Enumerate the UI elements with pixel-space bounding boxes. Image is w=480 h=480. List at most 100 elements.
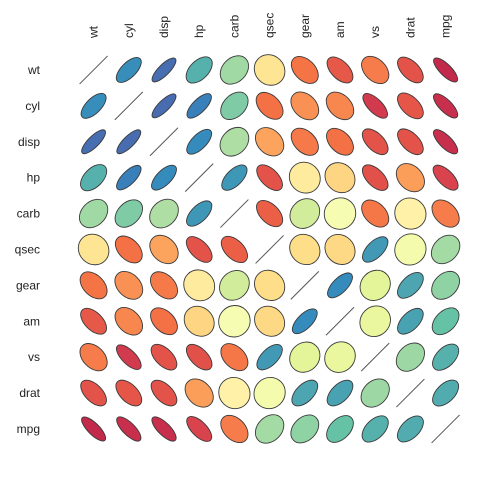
column-label-gear: gear (298, 14, 312, 38)
correlation-ellipse-vs-carb (220, 343, 249, 372)
correlation-ellipse-carb-drat (394, 197, 427, 230)
correlation-ellipse-disp-hp (186, 128, 213, 155)
correlation-ellipse-disp-qsec (254, 127, 285, 157)
row-label-am: am (23, 314, 40, 328)
correlation-ellipse-mpg-drat (396, 415, 424, 443)
correlation-ellipse-disp-vs (361, 128, 389, 156)
correlation-ellipse-drat-wt (80, 379, 107, 407)
correlation-ellipse-disp-wt (81, 129, 107, 155)
correlation-ellipse-hp-vs (361, 164, 389, 191)
correlation-ellipse-wt-vs (361, 55, 390, 85)
correlation-cells (77, 54, 461, 444)
correlation-ellipse-hp-carb (221, 164, 248, 191)
correlation-ellipse-wt-mpg (433, 57, 459, 83)
correlation-ellipse-mpg-qsec (254, 414, 285, 444)
correlation-ellipse-wt-carb (219, 55, 250, 85)
row-label-cyl: cyl (25, 99, 40, 113)
column-label-qsec: qsec (263, 13, 277, 38)
correlation-ellipse-carb-mpg (431, 199, 460, 228)
diagonal-line-cyl (114, 91, 144, 121)
diagonal-line-vs (360, 342, 390, 372)
correlation-ellipse-qsec-mpg (430, 234, 461, 265)
column-label-cyl: cyl (122, 23, 136, 38)
column-labels: wt cyl disp hp carb qsec gear am vs drat mpg (87, 13, 453, 39)
correlation-ellipse-disp-cyl (116, 129, 142, 155)
correlation-ellipse-wt-qsec (253, 54, 286, 86)
correlation-ellipse-vs-wt (79, 343, 108, 372)
correlation-ellipse-cyl-gear (290, 91, 320, 121)
correlation-ellipse-disp-am (326, 127, 354, 156)
correlation-ellipse-cyl-wt (80, 92, 107, 119)
column-label-disp: disp (157, 16, 171, 38)
correlation-ellipse-mpg-wt (81, 416, 107, 442)
correlation-ellipse-gear-drat (397, 272, 424, 299)
correlation-ellipse-carb-wt (78, 198, 109, 229)
correlation-ellipse-vs-drat (395, 342, 425, 372)
correlation-ellipse-carb-disp (149, 198, 179, 229)
correlation-ellipse-disp-drat (397, 128, 424, 156)
column-label-am: am (333, 21, 347, 38)
row-label-carb: carb (17, 207, 41, 221)
correlation-ellipse-hp-mpg (432, 164, 459, 191)
correlation-ellipse-qsec-hp (185, 236, 213, 263)
diagonal-line-hp (184, 163, 214, 193)
correlation-ellipse-drat-disp (150, 379, 178, 407)
correlation-ellipse-mpg-gear (290, 414, 320, 444)
correlation-ellipse-mpg-vs (361, 415, 389, 443)
correlation-ellipse-vs-gear (289, 341, 321, 373)
correlation-ellipse-mpg-cyl (116, 416, 142, 442)
row-label-vs: vs (28, 350, 40, 364)
correlation-ellipse-cyl-disp (151, 93, 177, 119)
column-label-vs: vs (368, 26, 382, 38)
correlation-ellipse-gear-vs (359, 269, 391, 301)
correlation-ellipse-gear-am (327, 272, 353, 299)
correlation-ellipse-vs-am (324, 341, 356, 373)
correlation-ellipse-am-cyl (114, 307, 144, 336)
correlation-ellipse-disp-gear (290, 127, 319, 156)
correlation-ellipse-drat-am (326, 379, 354, 407)
correlation-ellipse-disp-carb (219, 126, 250, 157)
correlation-ellipse-vs-qsec (256, 344, 283, 371)
row-label-gear: gear (16, 278, 40, 292)
correlation-ellipse-wt-am (326, 56, 354, 84)
correlation-ellipse-vs-hp (185, 343, 213, 371)
correlation-ellipse-wt-gear (290, 56, 319, 84)
correlation-ellipse-cyl-carb (220, 91, 249, 121)
correlation-ellipse-am-vs (359, 305, 391, 338)
correlation-ellipse-mpg-hp (186, 416, 213, 442)
correlation-ellipse-gear-disp (149, 271, 179, 300)
row-label-wt: wt (27, 63, 41, 77)
correlation-ellipse-cyl-qsec (255, 91, 284, 120)
diagonal-line-am (325, 306, 355, 336)
correlation-ellipse-qsec-wt (77, 233, 110, 266)
column-label-mpg: mpg (439, 15, 453, 38)
correlation-ellipse-qsec-vs (362, 236, 389, 263)
correlation-ellipse-gear-hp (183, 269, 216, 302)
correlation-ellipse-hp-qsec (256, 164, 283, 191)
correlation-ellipse-wt-cyl (115, 57, 142, 83)
correlation-ellipse-gear-cyl (114, 270, 144, 300)
row-label-hp: hp (27, 171, 41, 185)
correlation-ellipse-carb-vs (361, 199, 390, 228)
correlation-ellipse-mpg-am (326, 415, 354, 443)
diagonal-line-carb (220, 199, 249, 228)
correlation-ellipse-am-mpg (431, 307, 460, 336)
correlation-ellipse-cyl-drat (397, 92, 424, 120)
column-label-hp: hp (192, 24, 206, 38)
correlation-ellipse-drat-qsec (253, 376, 286, 410)
correlation-ellipse-cyl-mpg (433, 93, 459, 119)
correlation-ellipse-qsec-carb (220, 235, 248, 263)
row-label-qsec: qsec (15, 242, 40, 256)
correlation-ellipse-gear-qsec (254, 269, 286, 301)
row-label-mpg: mpg (17, 422, 40, 436)
diagonal-line-disp (149, 127, 179, 157)
correlation-ellipse-qsec-drat (394, 233, 427, 266)
diagonal-line-drat (396, 378, 425, 408)
correlation-ellipse-cyl-hp (186, 93, 212, 119)
correlation-ellipse-drat-mpg (432, 379, 460, 407)
correlation-ellipse-am-qsec (254, 305, 286, 337)
correlation-ellipse-hp-drat (395, 163, 425, 193)
correlation-ellipse-gear-wt (79, 271, 108, 300)
correlation-ellipse-am-wt (80, 307, 107, 335)
column-label-carb: carb (227, 14, 241, 38)
